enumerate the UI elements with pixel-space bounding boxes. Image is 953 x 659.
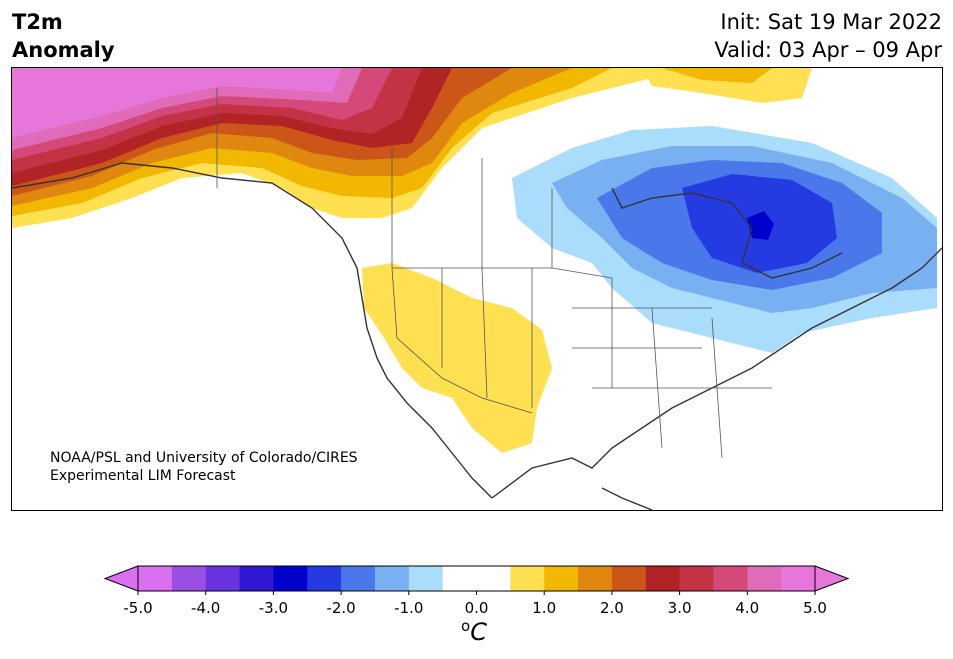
forecast-dates: Init: Sat 19 Mar 2022 Valid: 03 Apr – 09… xyxy=(714,8,942,64)
colorbar-cell xyxy=(476,566,511,591)
colorbar-over-arrow xyxy=(814,565,850,592)
colorbar-ticks: -5.0 -4.0 -3.0 -2.0 -1.0 0.0 1.0 2.0 3.0 4.0 5.0 xyxy=(123,591,827,617)
colorbar-tick-label: 3.0 xyxy=(668,599,692,617)
title-anomaly: Anomaly xyxy=(12,38,115,62)
colorbar-cell xyxy=(611,566,647,591)
colorbar-tick-label: -5.0 xyxy=(123,599,152,617)
colorbar-tick-label: -4.0 xyxy=(191,599,220,617)
chart-title: T2m Anomaly xyxy=(12,8,115,64)
anomaly-map xyxy=(12,68,942,510)
colorbar-cell xyxy=(645,566,681,591)
colorbar-tick-label: -3.0 xyxy=(259,599,288,617)
unit-label: oC xyxy=(461,617,487,646)
colorbar-cell xyxy=(341,566,376,591)
colorbar-cell xyxy=(578,566,613,591)
colorbar-cell xyxy=(171,566,207,591)
valid-range: Valid: 03 Apr – 09 Apr xyxy=(714,38,942,62)
colorbar-tick-label: -1.0 xyxy=(394,599,423,617)
colorbar-cell xyxy=(408,566,444,591)
colorbar-cell xyxy=(747,566,782,591)
credit-line1: NOAA/PSL and University of Colorado/CIRE… xyxy=(50,450,358,466)
warm-yellow-ne xyxy=(642,68,812,103)
colorbar-frame xyxy=(137,565,816,592)
init-date: Init: Sat 19 Mar 2022 xyxy=(720,10,942,34)
credit-text: NOAA/PSL and University of Colorado/CIRE… xyxy=(50,449,358,485)
credit-line2: Experimental LIM Forecast xyxy=(50,468,236,484)
colorbar-cell xyxy=(510,566,545,591)
colorbar-tick-label: 4.0 xyxy=(735,599,759,617)
title-variable: T2m xyxy=(12,10,63,34)
warm-magenta-north xyxy=(12,68,342,138)
warm-yellow-sw xyxy=(362,263,552,453)
colorbar-under-arrow xyxy=(103,565,139,592)
colorbar-cell xyxy=(679,566,714,591)
colorbar-cell xyxy=(138,566,173,591)
warm-gold-ne xyxy=(662,68,772,83)
colorbar-cell xyxy=(544,566,579,591)
colorbar-cell xyxy=(239,566,274,591)
colorbar-tick-label: 2.0 xyxy=(600,599,624,617)
political-borders xyxy=(216,88,772,459)
colorbar-cell xyxy=(781,566,816,591)
colorbar-cells xyxy=(103,565,850,592)
colorbar-cell xyxy=(205,566,241,591)
colorbar-cell xyxy=(374,566,410,591)
colorbar-cell xyxy=(307,566,342,591)
colorbar-cell xyxy=(713,566,748,591)
colorbar-tick-label: 5.0 xyxy=(803,599,827,617)
colorbar-tick-label: 1.0 xyxy=(532,599,556,617)
cold-core xyxy=(747,211,774,240)
colorbar-cell xyxy=(442,566,477,591)
map-panel: NOAA/PSL and University of Colorado/CIRE… xyxy=(11,67,943,511)
colorbar-cell xyxy=(273,566,308,591)
colorbar-tick-label: -2.0 xyxy=(326,599,355,617)
colorbar-tick-label: 0.0 xyxy=(465,599,489,617)
